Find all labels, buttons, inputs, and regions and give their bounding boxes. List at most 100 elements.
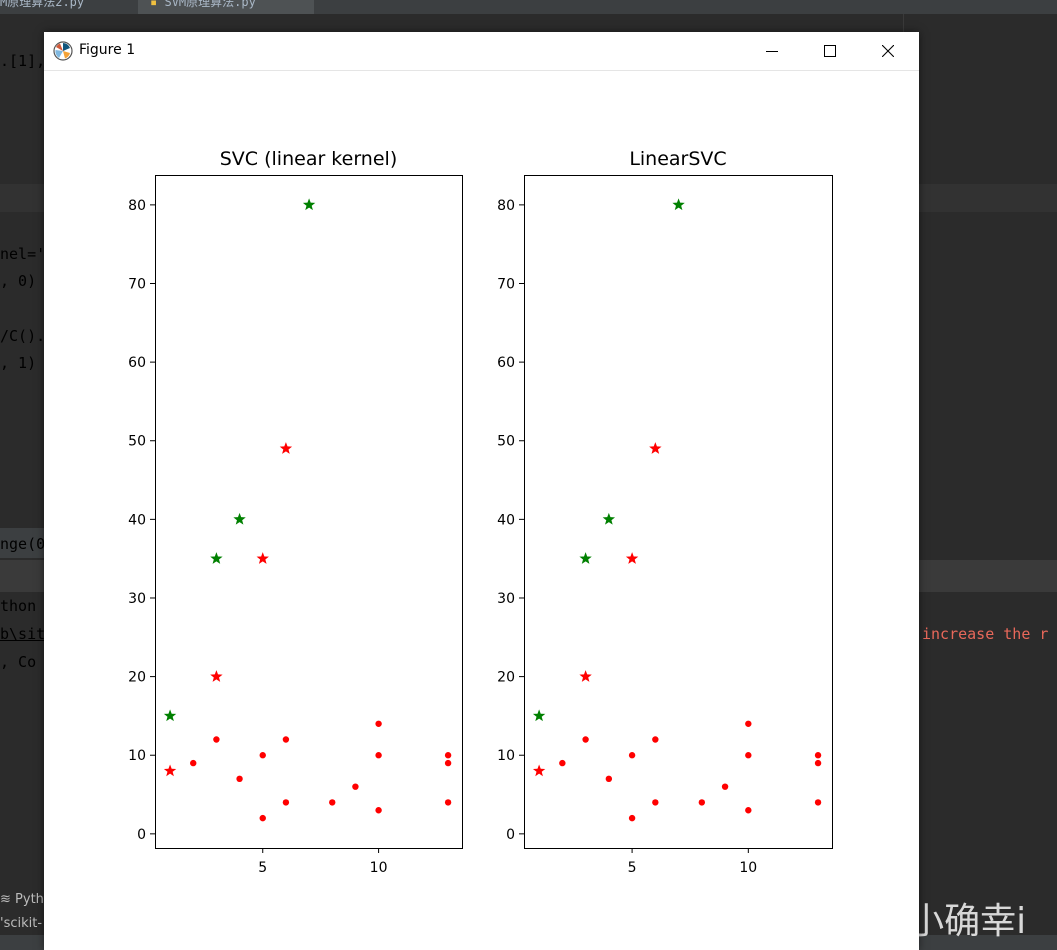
- dot-marker: [745, 807, 752, 814]
- bottom-tab-label: Pyth: [15, 892, 44, 907]
- window-title: Figure 1: [79, 42, 136, 58]
- ide-separator-right: [919, 184, 1057, 212]
- status-text: 'scikit-: [0, 916, 43, 931]
- y-tick-label: 20: [497, 670, 515, 686]
- dot-marker: [745, 752, 752, 759]
- y-tick-label: 70: [497, 276, 515, 292]
- maximize-button[interactable]: [801, 32, 859, 70]
- ide-panel-toolbar-right: [919, 560, 1057, 592]
- y-tick-label: 0: [137, 827, 146, 843]
- ide-tab-bar: M原理算法2.py ▪ SVM原理算法.py: [0, 0, 1057, 14]
- python-packages-tab[interactable]: ≋ Pyth: [0, 892, 44, 907]
- dot-marker: [605, 775, 613, 783]
- chart-title: SVC (linear kernel): [220, 148, 397, 170]
- ide-panel-toolbar: [0, 560, 44, 592]
- x-tick-label: 10: [739, 860, 757, 876]
- star-marker: [579, 670, 592, 682]
- subplot-2: LinearSVC 0 10 20 30 40 50 60 70 80 5 10: [497, 148, 833, 876]
- close-button[interactable]: [859, 32, 917, 70]
- y-tick-label: 40: [128, 512, 146, 528]
- y-tick-label: 80: [128, 198, 146, 214]
- matplotlib-logo-icon: [53, 41, 73, 61]
- code-line: nel=': [0, 245, 46, 263]
- star-marker: [256, 552, 269, 564]
- y-tick-label: 70: [128, 276, 146, 292]
- star-marker: [579, 552, 592, 564]
- star-marker: [279, 442, 293, 454]
- dot-marker: [444, 752, 452, 759]
- dot-marker: [721, 783, 729, 790]
- dot-marker: [582, 736, 589, 743]
- x-tick-label: 10: [370, 860, 388, 876]
- code-line: /C().: [0, 327, 46, 345]
- python-file-icon: ▪: [150, 0, 158, 9]
- dot-marker: [628, 814, 636, 822]
- star-marker: [625, 552, 639, 564]
- subplot-1: SVC (linear kernel) 0 10 20 30 40 50 60 70 80 5 10: [128, 148, 463, 876]
- y-tick-label: 0: [506, 827, 515, 843]
- star-marker: [163, 764, 177, 777]
- ide-separator: [0, 184, 44, 212]
- star-marker: [302, 198, 316, 211]
- dot-marker: [375, 720, 382, 727]
- dot-marker: [282, 736, 290, 743]
- dot-marker: [698, 799, 706, 806]
- window-titlebar[interactable]: Figure 1: [44, 32, 919, 71]
- ide-tab-active[interactable]: ▪ SVM原理算法.py: [138, 0, 314, 14]
- dot-marker: [329, 799, 336, 806]
- dot-marker: [444, 759, 452, 767]
- console-line: , Co: [0, 653, 37, 671]
- dot-marker: [444, 799, 452, 806]
- star-marker: [233, 512, 246, 525]
- x-tick-label: 5: [628, 860, 637, 876]
- ide-tab-label: SVM原理算法.py: [164, 0, 256, 9]
- code-line: , 1): [0, 354, 37, 372]
- y-tick-label: 50: [497, 434, 515, 450]
- y-tick-label: 50: [128, 434, 146, 450]
- dot-marker: [352, 783, 359, 790]
- dot-marker: [375, 752, 382, 759]
- console-link[interactable]: b\sit: [0, 625, 46, 643]
- dot-marker: [282, 799, 290, 806]
- ide-tab[interactable]: M原理算法2.py: [0, 0, 128, 14]
- y-tick-label: 10: [128, 748, 146, 764]
- dot-marker: [814, 799, 822, 806]
- ide-tab-label: M原理算法2.py: [0, 0, 85, 9]
- maximize-icon: [824, 45, 836, 57]
- code-line: nge(0,: [0, 535, 55, 553]
- axes-frame: [524, 175, 833, 849]
- dot-marker: [213, 736, 220, 743]
- code-line: , 0): [0, 272, 37, 290]
- star-marker: [210, 670, 223, 682]
- dot-marker: [652, 799, 659, 806]
- y-tick-label: 80: [497, 198, 515, 214]
- y-tick-label: 10: [497, 748, 515, 764]
- chart-title: LinearSVC: [629, 148, 726, 170]
- console-warning-text: increase the r: [922, 625, 1049, 643]
- close-icon: [882, 45, 894, 57]
- axes-frame: [155, 175, 463, 849]
- y-tick-label: 30: [128, 591, 146, 607]
- y-tick-label: 30: [497, 591, 515, 607]
- dot-marker: [814, 752, 822, 759]
- dot-marker: [628, 752, 636, 759]
- dot-marker: [745, 720, 752, 727]
- star-marker: [163, 709, 177, 722]
- dot-marker: [190, 759, 197, 767]
- y-tick-label: 40: [497, 512, 515, 528]
- dot-marker: [559, 759, 566, 767]
- star-marker: [532, 709, 546, 722]
- star-marker: [532, 764, 546, 777]
- y-tick-label: 60: [128, 355, 146, 371]
- code-line: .[1],: [0, 52, 46, 70]
- ide-panel-header: [0, 528, 44, 558]
- star-marker: [210, 552, 223, 564]
- x-tick-label: 5: [258, 860, 267, 876]
- y-tick-label: 60: [497, 355, 515, 371]
- minimize-icon: [766, 51, 778, 52]
- minimize-button[interactable]: [743, 32, 801, 70]
- star-marker: [602, 512, 616, 525]
- dot-marker: [814, 759, 822, 767]
- figure-window: Figure 1 SVC (linear kernel) 0 10 20 30 40 50 6…: [44, 32, 919, 950]
